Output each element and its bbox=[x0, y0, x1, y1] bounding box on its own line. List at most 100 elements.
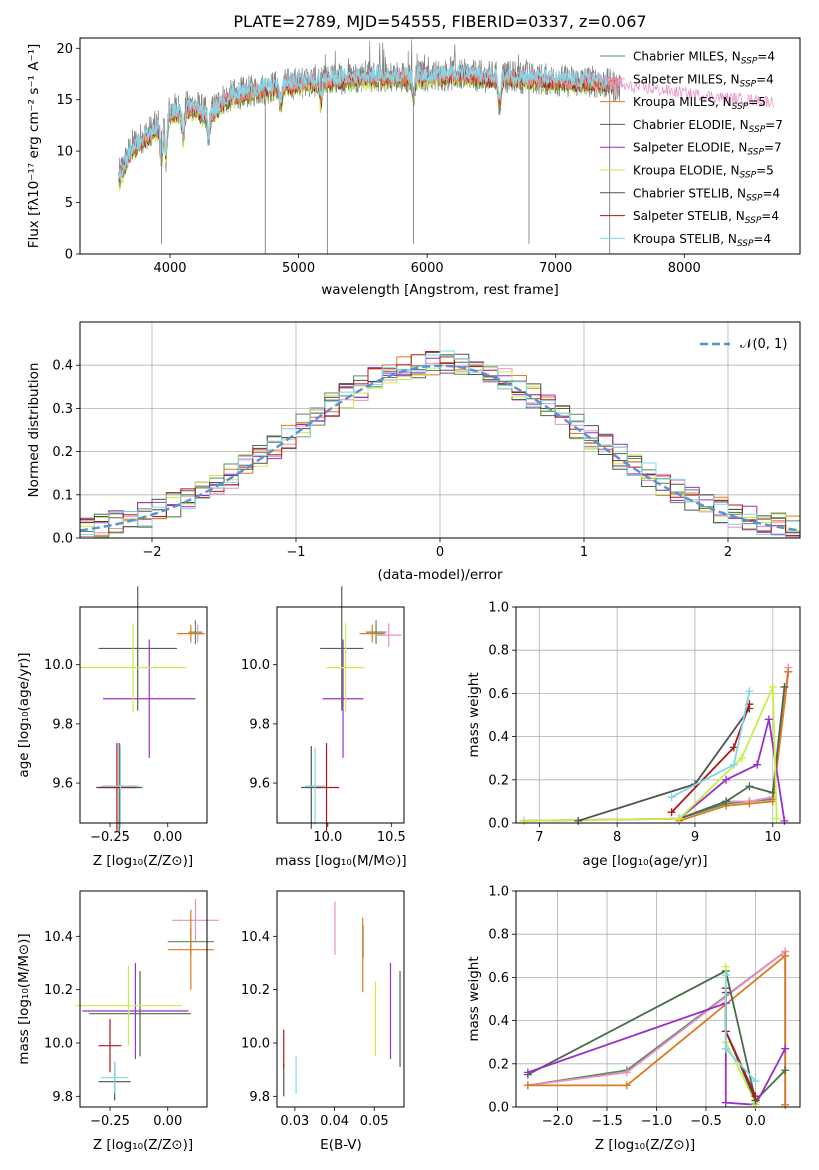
series-marker bbox=[721, 971, 730, 980]
legend-entry-tail: =7 bbox=[764, 141, 782, 155]
x-tick-label: −2 bbox=[142, 545, 161, 560]
y-tick-label: 10.0 bbox=[241, 1037, 270, 1052]
legend-entry: Salpeter ELODIE, NSSP=7 bbox=[633, 141, 782, 158]
x-tick-label: −0.25 bbox=[90, 1114, 130, 1129]
y-tick-label: 9.6 bbox=[249, 777, 270, 792]
series-marker bbox=[675, 814, 684, 823]
series-marker bbox=[729, 760, 738, 769]
mass-weight-series bbox=[671, 691, 751, 798]
axes-frame bbox=[515, 890, 801, 1108]
y-tick-label: 20 bbox=[56, 42, 73, 57]
y-tick-label: 0.2 bbox=[52, 445, 73, 460]
series-marker bbox=[780, 682, 789, 691]
y-tick-label: 0.2 bbox=[488, 773, 509, 788]
mass-weight-series bbox=[523, 719, 786, 822]
x-tick-label: −0.25 bbox=[90, 830, 130, 845]
gaussian-curve bbox=[79, 364, 801, 532]
age-vs-metallicity-y-label: age [log₁₀(age/yr)] bbox=[16, 652, 32, 777]
series-marker bbox=[751, 1092, 760, 1101]
y-tick-label: 0 bbox=[65, 248, 73, 263]
legend-entry-subscript: SSP bbox=[747, 148, 764, 158]
series-marker bbox=[764, 715, 773, 724]
y-tick-label: 0.4 bbox=[488, 1014, 509, 1029]
legend-entry-subscript: SSP bbox=[740, 79, 757, 89]
mass-weight-series bbox=[527, 969, 786, 1103]
legend-entry-subscript: SSP bbox=[749, 125, 766, 135]
legend-entry-base: Kroupa STELIB, N bbox=[633, 232, 737, 246]
legend-entry-base: Salpeter ELODIE, N bbox=[633, 141, 747, 155]
y-tick-label: 0.4 bbox=[52, 359, 73, 374]
x-tick-label: 2 bbox=[724, 545, 732, 560]
legend-entry: Kroupa STELIB, NSSP=4 bbox=[633, 232, 771, 249]
y-tick-label: 10.4 bbox=[44, 930, 73, 945]
y-tick-label: 1.0 bbox=[488, 601, 509, 616]
mass-weight-series bbox=[527, 953, 787, 1105]
y-tick-label: 10.2 bbox=[241, 983, 270, 998]
x-tick-label: 0.04 bbox=[320, 1114, 349, 1129]
y-tick-label: 10.0 bbox=[241, 658, 270, 673]
legend-entry: Kroupa MILES, NSSP=5 bbox=[633, 95, 766, 112]
x-tick-label: 4000 bbox=[153, 261, 186, 276]
x-tick-label: 7000 bbox=[539, 261, 572, 276]
x-tick-label: 10.5 bbox=[377, 830, 406, 845]
mass-vs-metallicity-y-label: mass [log₁₀(M/M⊙)] bbox=[16, 933, 32, 1064]
x-tick-label: −1 bbox=[286, 545, 305, 560]
y-tick-label: 0.4 bbox=[488, 730, 509, 745]
legend-entry: Salpeter STELIB, NSSP=4 bbox=[633, 209, 779, 226]
series-marker bbox=[721, 1098, 730, 1107]
y-tick-label: 0.8 bbox=[488, 928, 509, 943]
age-vs-mass-panel: 10.0 10.5 9.6 9.8 10.0 bbox=[241, 586, 406, 845]
x-tick-label: 10 bbox=[764, 830, 781, 845]
massweight-vs-age-x-label: age [log₁₀(age/yr)] bbox=[582, 853, 707, 869]
mass-vs-reddening-panel: 0.03 0.04 0.05 9.8 10.0 10.2 10.4 bbox=[241, 890, 405, 1129]
series-marker bbox=[781, 1044, 790, 1053]
mass-vs-reddening-x-label: E(B-V) bbox=[320, 1137, 362, 1153]
x-tick-label: 8 bbox=[613, 830, 621, 845]
series-marker bbox=[574, 816, 583, 825]
y-tick-label: 0.2 bbox=[488, 1057, 509, 1072]
series-marker bbox=[729, 743, 738, 752]
y-tick-label: 9.6 bbox=[52, 777, 73, 792]
y-tick-label: 9.8 bbox=[52, 1090, 73, 1105]
legend-entry-tail: =5 bbox=[756, 164, 774, 178]
x-tick-label: 6000 bbox=[411, 261, 444, 276]
y-tick-label: 0.1 bbox=[52, 488, 73, 503]
series-marker bbox=[523, 1068, 532, 1077]
mass-vs-metallicity-x-label: Z [log₁₀(Z/Z⊙)] bbox=[93, 1137, 193, 1153]
legend-entry-tail: =4 bbox=[753, 232, 771, 246]
series-marker bbox=[737, 754, 746, 763]
legend-entry-subscript: SSP bbox=[745, 216, 762, 226]
x-tick-label: −1.0 bbox=[641, 1114, 673, 1129]
axes-frame bbox=[79, 606, 208, 824]
legend-entry-tail: =7 bbox=[765, 118, 783, 132]
legend-entry-tail: =4 bbox=[757, 50, 775, 64]
legend-entry-base: Kroupa MILES, N bbox=[633, 95, 732, 109]
x-tick-label: 0.03 bbox=[280, 1114, 309, 1129]
series-marker bbox=[622, 1068, 631, 1077]
massweight-vs-age-panel: 7 8 9 10 0.0 0.2 0.4 0.6 0.8 1.0 bbox=[488, 601, 801, 845]
x-tick-label: −2.0 bbox=[542, 1114, 574, 1129]
x-tick-label: 8000 bbox=[668, 261, 701, 276]
spectrum-title: PLATE=2789, MJD=54555, FIBERID=0337, z=0… bbox=[233, 12, 646, 31]
series-marker bbox=[519, 816, 528, 825]
legend-entry-base: Salpeter STELIB, N bbox=[633, 209, 745, 223]
legend-entry: Chabrier MILES, NSSP=4 bbox=[633, 50, 775, 67]
residual-histogram-series bbox=[80, 350, 800, 536]
massweight-vs-metallicity-panel: −2.0 −1.5 −1.0 −0.5 0.0 0.0 0.2 0.4 0.6 0.8 1.0 bbox=[488, 885, 801, 1129]
series-marker bbox=[722, 775, 731, 784]
series-marker bbox=[721, 962, 730, 971]
legend-entry-tail: =4 bbox=[756, 72, 774, 86]
x-tick-label: 0.05 bbox=[360, 1114, 389, 1129]
y-tick-label: 0.6 bbox=[488, 687, 509, 702]
legend-entry: Kroupa ELODIE, NSSP=5 bbox=[633, 164, 774, 181]
x-tick-label: 0 bbox=[436, 545, 444, 560]
y-tick-label: 9.8 bbox=[249, 1090, 270, 1105]
series-marker bbox=[753, 760, 762, 769]
model-spectrum-trace bbox=[118, 66, 623, 182]
age-vs-metallicity-x-label: Z [log₁₀(Z/Z⊙)] bbox=[93, 853, 193, 869]
y-tick-label: 0.0 bbox=[488, 817, 509, 832]
axes-frame bbox=[515, 606, 801, 824]
y-tick-label: 9.8 bbox=[249, 717, 270, 732]
x-tick-label: 7 bbox=[535, 830, 543, 845]
x-tick-label: 10.0 bbox=[313, 830, 342, 845]
